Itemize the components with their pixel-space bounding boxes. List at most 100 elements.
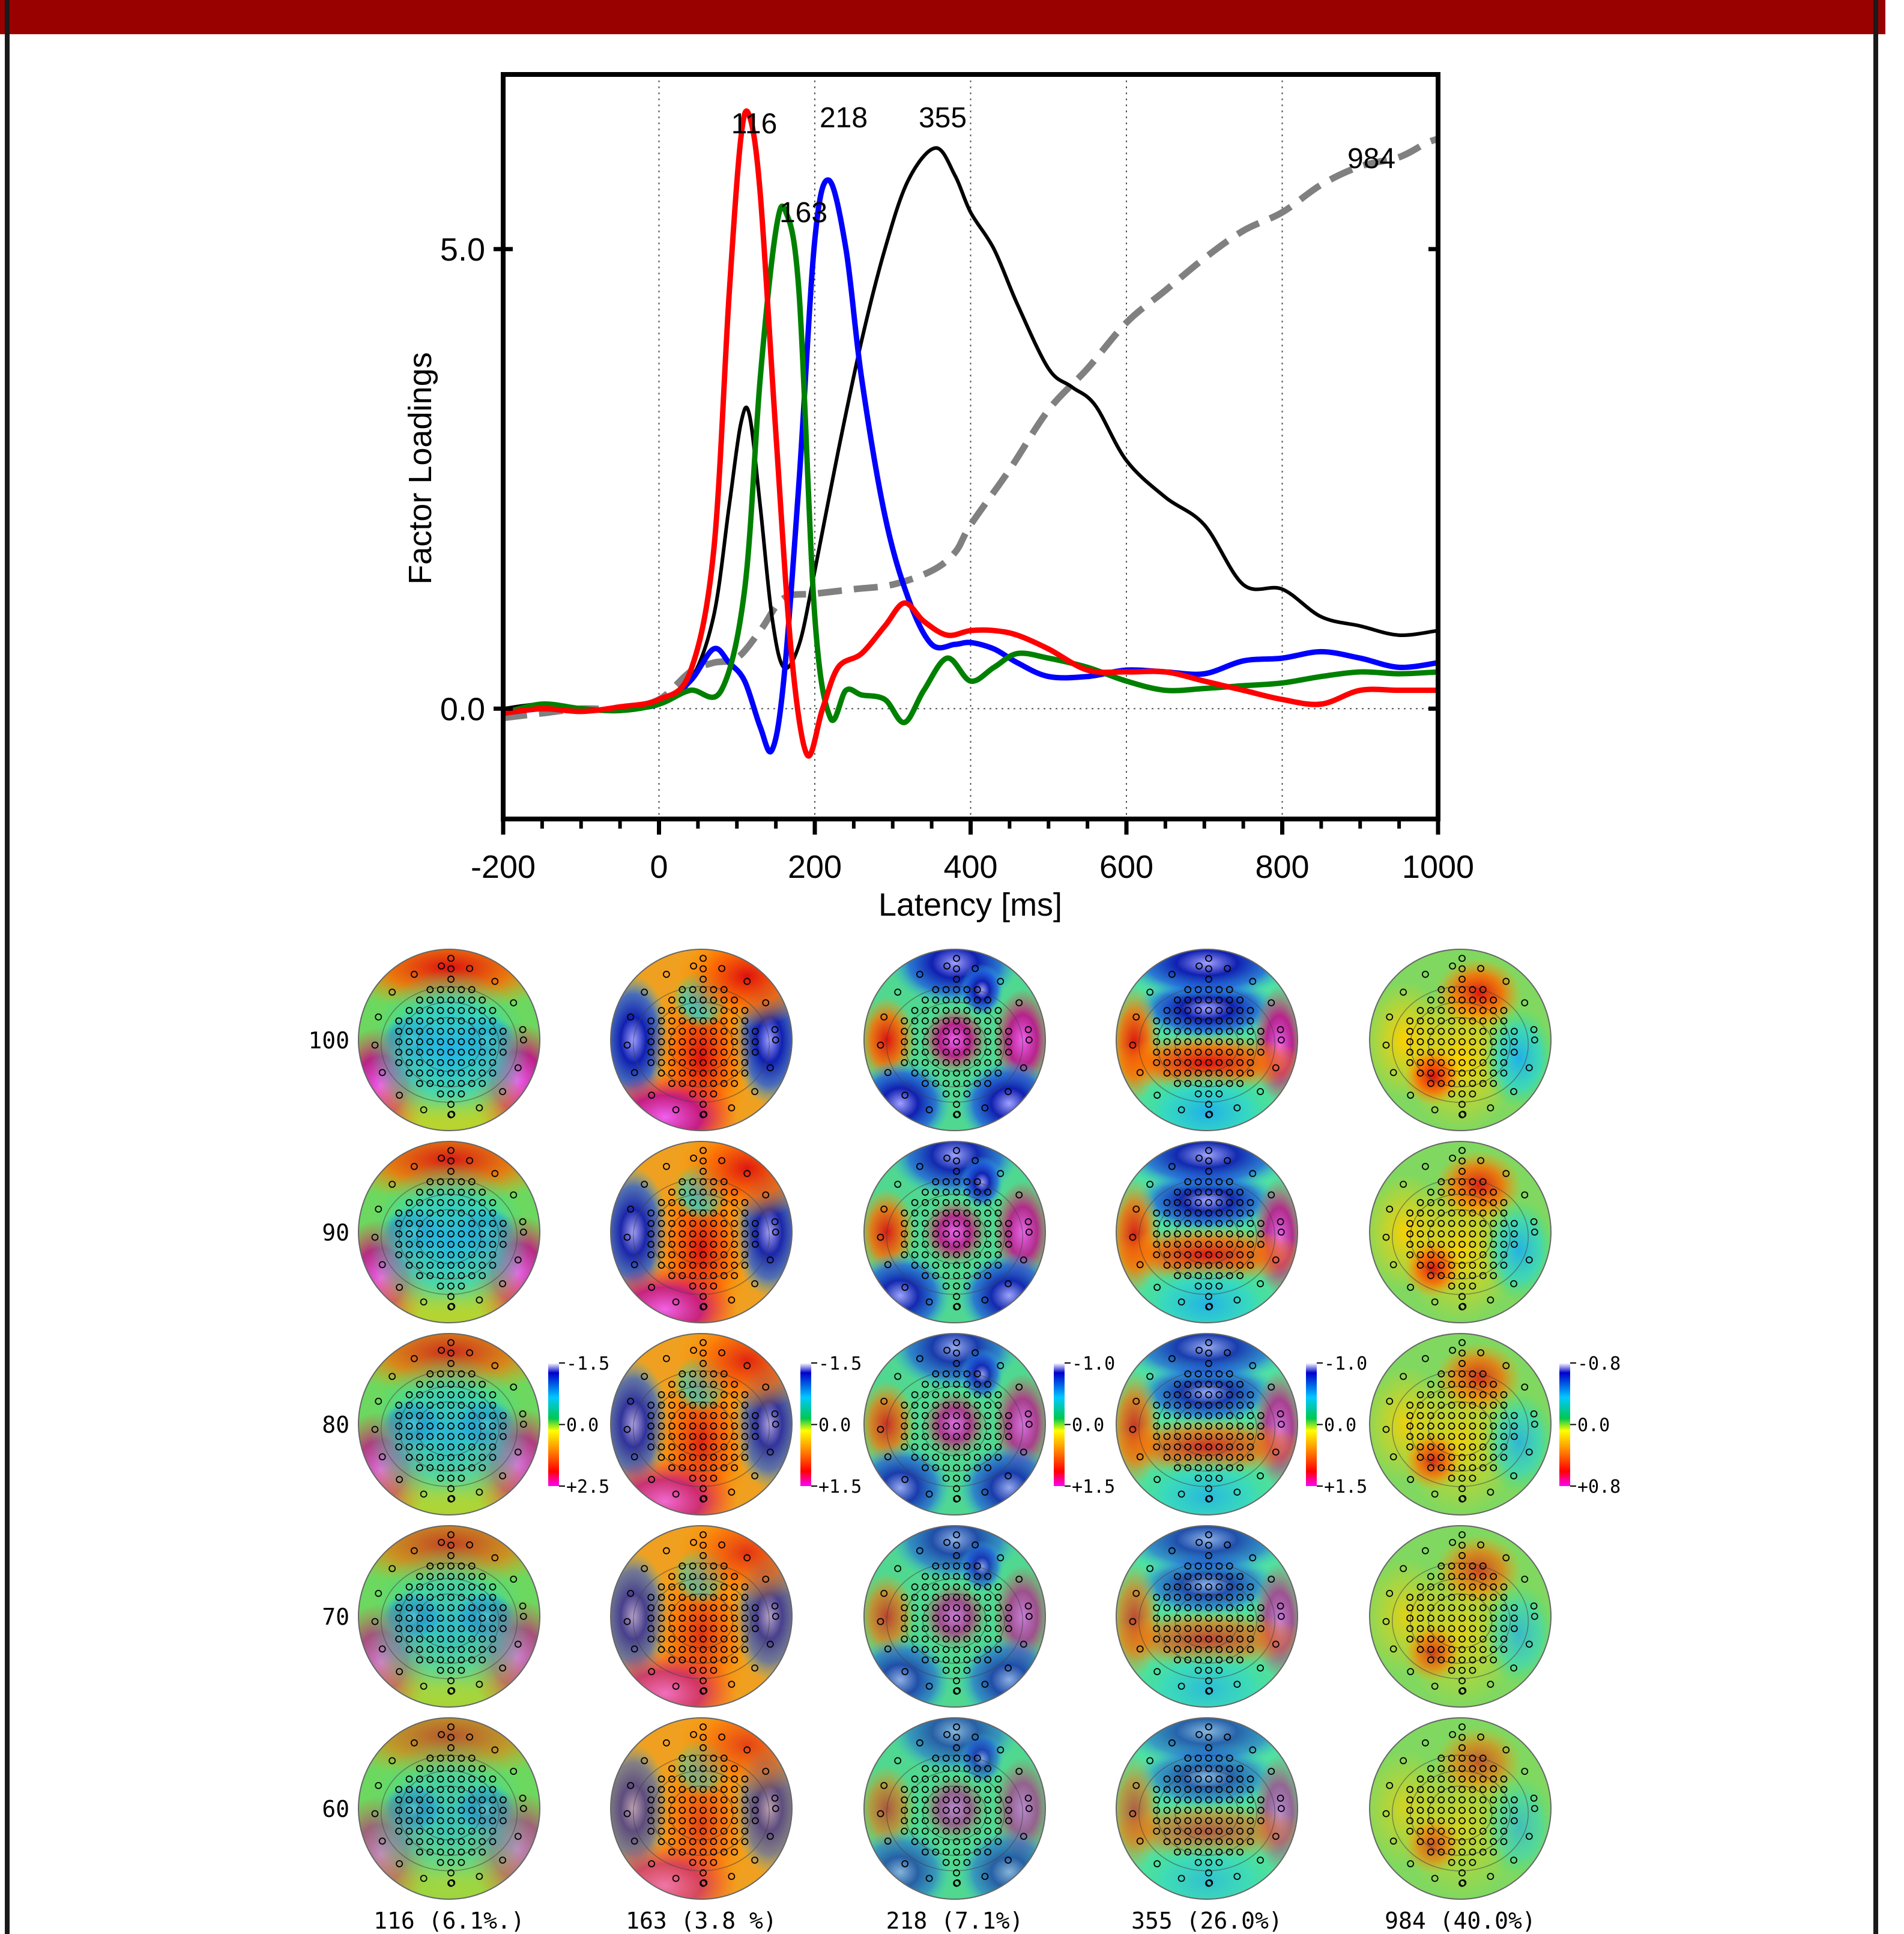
electrode-dot	[657, 1594, 665, 1601]
electrode-dot	[1205, 1282, 1212, 1290]
electrode-dot	[1184, 996, 1192, 1004]
electrode-dot	[458, 1230, 465, 1237]
electrode-dot	[963, 1666, 971, 1674]
electrode-dot	[458, 1858, 465, 1866]
electrode-dot	[911, 1007, 919, 1014]
electrode-dot	[468, 1080, 476, 1087]
electrode-dot	[657, 1817, 665, 1825]
electrode-dot	[1406, 1827, 1414, 1835]
electrode-dot	[1458, 1635, 1466, 1643]
electrode-dot	[901, 1615, 908, 1622]
electrode-dot	[1129, 1425, 1137, 1433]
electrode-dot	[690, 962, 697, 970]
electrode-dot	[447, 1817, 455, 1825]
electrode-dot	[647, 1615, 655, 1622]
electrode-dot	[1277, 1602, 1284, 1610]
electrode-dot	[468, 1848, 476, 1856]
electrode-dot	[395, 1017, 403, 1025]
electrode-dot	[510, 1383, 518, 1391]
electrode-dot	[458, 1615, 465, 1622]
electrode-dot	[700, 1027, 707, 1035]
electrode-dot	[405, 1827, 413, 1835]
electrode-dot	[662, 1162, 670, 1170]
electrode-dot	[718, 1541, 726, 1549]
electrode-dot	[994, 1775, 1002, 1783]
electrode-dot	[953, 1848, 960, 1856]
electrode-dot	[751, 1472, 758, 1479]
electrode-dot	[1458, 1059, 1466, 1066]
electrode-dot	[662, 1739, 670, 1747]
electrode-dot	[416, 1817, 423, 1825]
electrode-dot	[514, 1256, 522, 1264]
electrode-dot	[984, 1775, 992, 1783]
electrode-dot	[438, 1730, 445, 1738]
electrode-dot	[877, 1041, 884, 1049]
electrode-dot	[1469, 1765, 1476, 1772]
electrode-dot	[1025, 1228, 1033, 1236]
electrode-dot	[1416, 1775, 1424, 1783]
electrode-dot	[1458, 986, 1466, 994]
electrode-dot	[762, 1768, 770, 1775]
electrode-dot	[1249, 978, 1257, 985]
electrode-dot	[1500, 1646, 1508, 1654]
electrode-dot	[1247, 1422, 1254, 1430]
electrode-dot	[1500, 1786, 1508, 1793]
electrode-dot	[447, 1677, 455, 1685]
electrode-dot	[942, 1646, 950, 1654]
electrode-dot	[1479, 1422, 1487, 1430]
electrode-dot	[689, 1827, 697, 1835]
electrode-dot	[932, 1219, 940, 1227]
electrode-dot	[1215, 1230, 1223, 1237]
electrode-dot	[1406, 1230, 1414, 1237]
electrode-dot	[641, 988, 648, 996]
electrode-dot	[911, 1786, 919, 1793]
electrode-dot	[1174, 1443, 1181, 1451]
electrode-dot	[1458, 1464, 1466, 1472]
electrode-dot	[437, 1188, 444, 1196]
electrode-dot	[458, 1412, 465, 1419]
electrode-dot	[1247, 1817, 1254, 1825]
electrode-dot	[1458, 1817, 1466, 1825]
electrode-dot	[1427, 1080, 1434, 1087]
electrode-dot	[1469, 1443, 1476, 1451]
electrode-dot	[1459, 1687, 1467, 1694]
electrode-dot	[1233, 1681, 1241, 1688]
electrode-dot	[751, 1088, 758, 1095]
electrode-dot	[932, 996, 940, 1004]
electrode-dot	[1490, 1272, 1498, 1280]
electrode-dot	[953, 1380, 960, 1388]
electrode-dot	[1477, 965, 1485, 972]
electrode-dot	[668, 1230, 675, 1237]
electrode-dot	[1416, 1786, 1424, 1793]
electrode-dot	[1215, 996, 1223, 1004]
electrode-dot	[438, 1154, 445, 1162]
electrode-dot	[657, 1391, 665, 1398]
electrode-dot	[973, 1027, 981, 1035]
electrode-dot	[396, 1284, 403, 1291]
electrode-dot	[700, 1848, 707, 1856]
electrode-dot	[1416, 1604, 1424, 1612]
electrode-dot	[1236, 1454, 1244, 1461]
electrode-dot	[894, 1565, 902, 1573]
electrode-dot	[689, 1625, 697, 1633]
electrode-dot	[984, 1007, 992, 1014]
electrode-dot	[1215, 1604, 1223, 1612]
electrode-dot	[922, 1464, 929, 1472]
electrode-dot	[479, 1240, 486, 1248]
electrode-dot	[668, 1838, 675, 1846]
electrode-dot	[1382, 1041, 1390, 1049]
electrode-dot	[447, 1038, 455, 1045]
electrode-dot	[416, 1807, 423, 1814]
electrode-dot	[395, 1443, 403, 1451]
electrode-dot	[499, 1038, 507, 1045]
electrode-dot	[751, 1422, 759, 1430]
electrode-dot	[911, 1838, 919, 1846]
electrode-dot	[911, 1038, 919, 1045]
electrode-dot	[1479, 1827, 1487, 1835]
electrode-dot	[700, 1391, 707, 1398]
electrode-dot	[466, 1733, 474, 1741]
electrode-dot	[1416, 1422, 1424, 1430]
electrode-dot	[994, 1240, 1002, 1248]
electrode-dot	[479, 1262, 486, 1269]
electrode-dot	[1416, 1230, 1424, 1237]
